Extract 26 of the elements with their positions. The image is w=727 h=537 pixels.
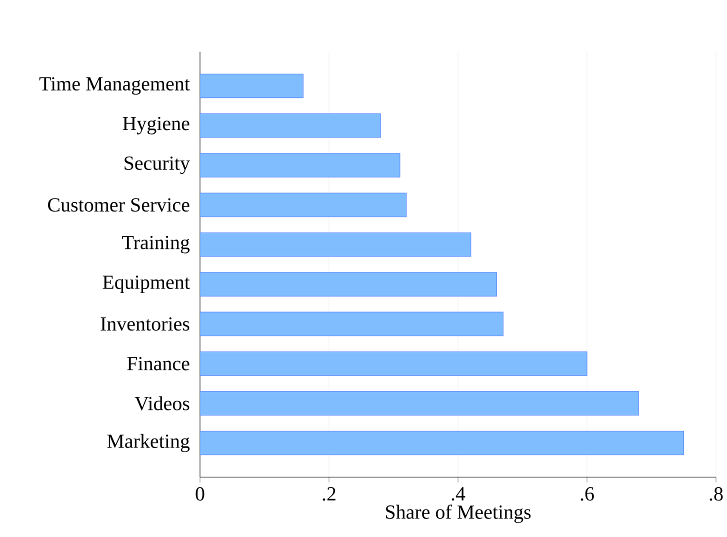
x-tick-label: 0 bbox=[196, 487, 204, 501]
bar bbox=[200, 192, 407, 218]
x-tick-label: .4 bbox=[452, 487, 466, 501]
bar bbox=[200, 430, 684, 456]
bar bbox=[200, 74, 304, 98]
y-tick-label: Videos bbox=[134, 396, 190, 410]
y-tick-label: Security bbox=[124, 156, 190, 174]
bar bbox=[200, 272, 497, 296]
bar bbox=[200, 312, 504, 336]
x-tick-label: .2 bbox=[322, 487, 336, 501]
y-tick-label: Customer Service bbox=[48, 198, 190, 212]
y-tick-label: Equipment bbox=[102, 276, 190, 294]
x-axis-title: Share of Meetings bbox=[386, 504, 531, 523]
x-tick-label: .6 bbox=[580, 487, 594, 501]
y-tick-label: Training bbox=[122, 236, 190, 254]
bar bbox=[200, 113, 381, 138]
y-tick-label: Time Management bbox=[39, 77, 190, 95]
x-tick-label: .8 bbox=[710, 487, 723, 501]
bar bbox=[200, 391, 639, 416]
bar bbox=[200, 232, 472, 257]
bar bbox=[200, 351, 588, 376]
bar bbox=[200, 153, 400, 178]
y-tick-label: Marketing bbox=[107, 434, 190, 452]
y-tick-label: Inventories bbox=[100, 317, 190, 331]
y-tick-label: Finance bbox=[127, 356, 190, 370]
y-tick-label: Hygiene bbox=[122, 116, 190, 134]
